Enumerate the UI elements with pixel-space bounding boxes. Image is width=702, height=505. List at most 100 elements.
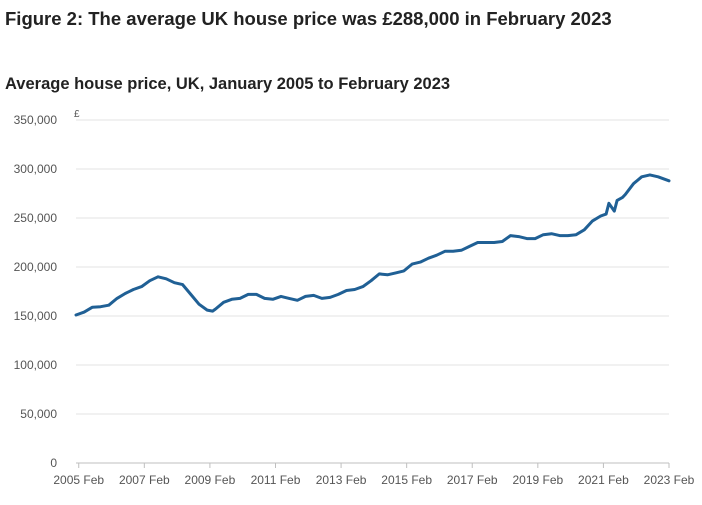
data-point [361, 285, 365, 288]
data-point [517, 235, 520, 238]
data-point [656, 175, 660, 178]
data-point [83, 310, 86, 314]
x-tick-label: 2007 Feb [119, 473, 170, 487]
y-tick-label: 300,000 [14, 162, 58, 176]
data-point [320, 297, 324, 300]
data-point [525, 237, 529, 240]
data-point [624, 193, 627, 196]
data-point [99, 305, 102, 308]
data-point [566, 234, 570, 237]
data-point [492, 241, 496, 244]
data-point [181, 283, 184, 286]
data-point [621, 196, 624, 199]
data-point [394, 271, 397, 275]
data-point [369, 279, 373, 282]
data-point [435, 254, 438, 257]
data-point [443, 250, 447, 253]
data-point [312, 294, 315, 297]
x-tick-label: 2005 Feb [53, 473, 104, 487]
data-point [542, 233, 545, 236]
data-point [238, 297, 242, 300]
data-point [484, 241, 488, 244]
data-point [140, 285, 143, 288]
data-point [607, 202, 611, 205]
figure-title: Figure 2: The average UK house price was… [5, 8, 612, 29]
data-point [230, 298, 233, 301]
data-point [328, 296, 332, 299]
data-point [148, 279, 151, 282]
data-point [255, 293, 258, 296]
x-tick-label: 2011 Feb [251, 473, 301, 487]
data-point [613, 209, 616, 213]
data-point [583, 228, 586, 231]
x-tick-label: 2009 Feb [185, 473, 236, 487]
data-point [197, 303, 201, 306]
data-point [296, 299, 299, 302]
data-point [419, 260, 422, 264]
y-tick-label: 250,000 [14, 211, 58, 225]
data-point [410, 262, 414, 266]
data-point [271, 298, 274, 301]
data-point [662, 177, 665, 180]
data-point [132, 288, 135, 291]
data-point [604, 212, 608, 216]
data-point [501, 240, 504, 243]
data-point [533, 237, 537, 240]
data-point [558, 234, 561, 237]
data-point [222, 301, 225, 304]
series-line-0 [74, 173, 671, 317]
data-point [107, 304, 111, 307]
data-point [288, 297, 291, 300]
data-point [124, 292, 127, 295]
data-point [74, 313, 78, 317]
y-tick-label: 150,000 [14, 309, 58, 323]
data-point [509, 234, 512, 237]
data-point [211, 309, 214, 313]
gridlines [76, 119, 669, 415]
data-point [427, 257, 430, 260]
data-point [402, 269, 406, 273]
data-point [337, 293, 340, 296]
x-tick-label: 2017 Feb [447, 473, 498, 487]
data-point [591, 219, 594, 223]
x-tick-label: 2019 Feb [512, 473, 563, 487]
x-tick-label: 2021 Feb [578, 473, 629, 487]
data-point [263, 297, 266, 300]
data-point [173, 281, 176, 284]
y-tick-label: 100,000 [14, 358, 58, 372]
y-tick-label: 350,000 [14, 113, 58, 127]
data-point [550, 232, 553, 235]
data-point [189, 293, 192, 296]
data-point [451, 250, 455, 253]
data-point [247, 293, 250, 296]
data-point [476, 241, 479, 244]
data-point [640, 175, 643, 178]
y-tick-label: 200,000 [14, 260, 58, 274]
chart-subtitle: Average house price, UK, January 2005 to… [5, 75, 451, 93]
x-tick-label: 2013 Feb [316, 473, 367, 487]
data-point [648, 173, 652, 177]
data-point [156, 275, 160, 278]
data-point [304, 295, 307, 298]
data-point [574, 233, 578, 236]
data-point [353, 288, 356, 291]
data-point [165, 277, 168, 280]
data-point [91, 306, 94, 309]
y-tick-label: 50,000 [20, 407, 57, 421]
data-point [115, 297, 119, 300]
y-axis-unit-label: £ [74, 109, 80, 120]
series-layer [74, 173, 671, 317]
data-point [279, 295, 283, 298]
x-tick-label: 2015 Feb [381, 473, 432, 487]
data-point [468, 245, 471, 248]
data-point [386, 273, 389, 276]
data-point [214, 307, 217, 311]
data-point [460, 249, 463, 252]
data-point [206, 308, 209, 312]
axes: 0 50,000 100,000 150,000 200,000 250,000 300,0… [14, 113, 695, 487]
data-point [615, 199, 619, 202]
data-point [632, 182, 635, 185]
data-point [345, 289, 348, 292]
y-tick-label: 0 [50, 456, 57, 470]
